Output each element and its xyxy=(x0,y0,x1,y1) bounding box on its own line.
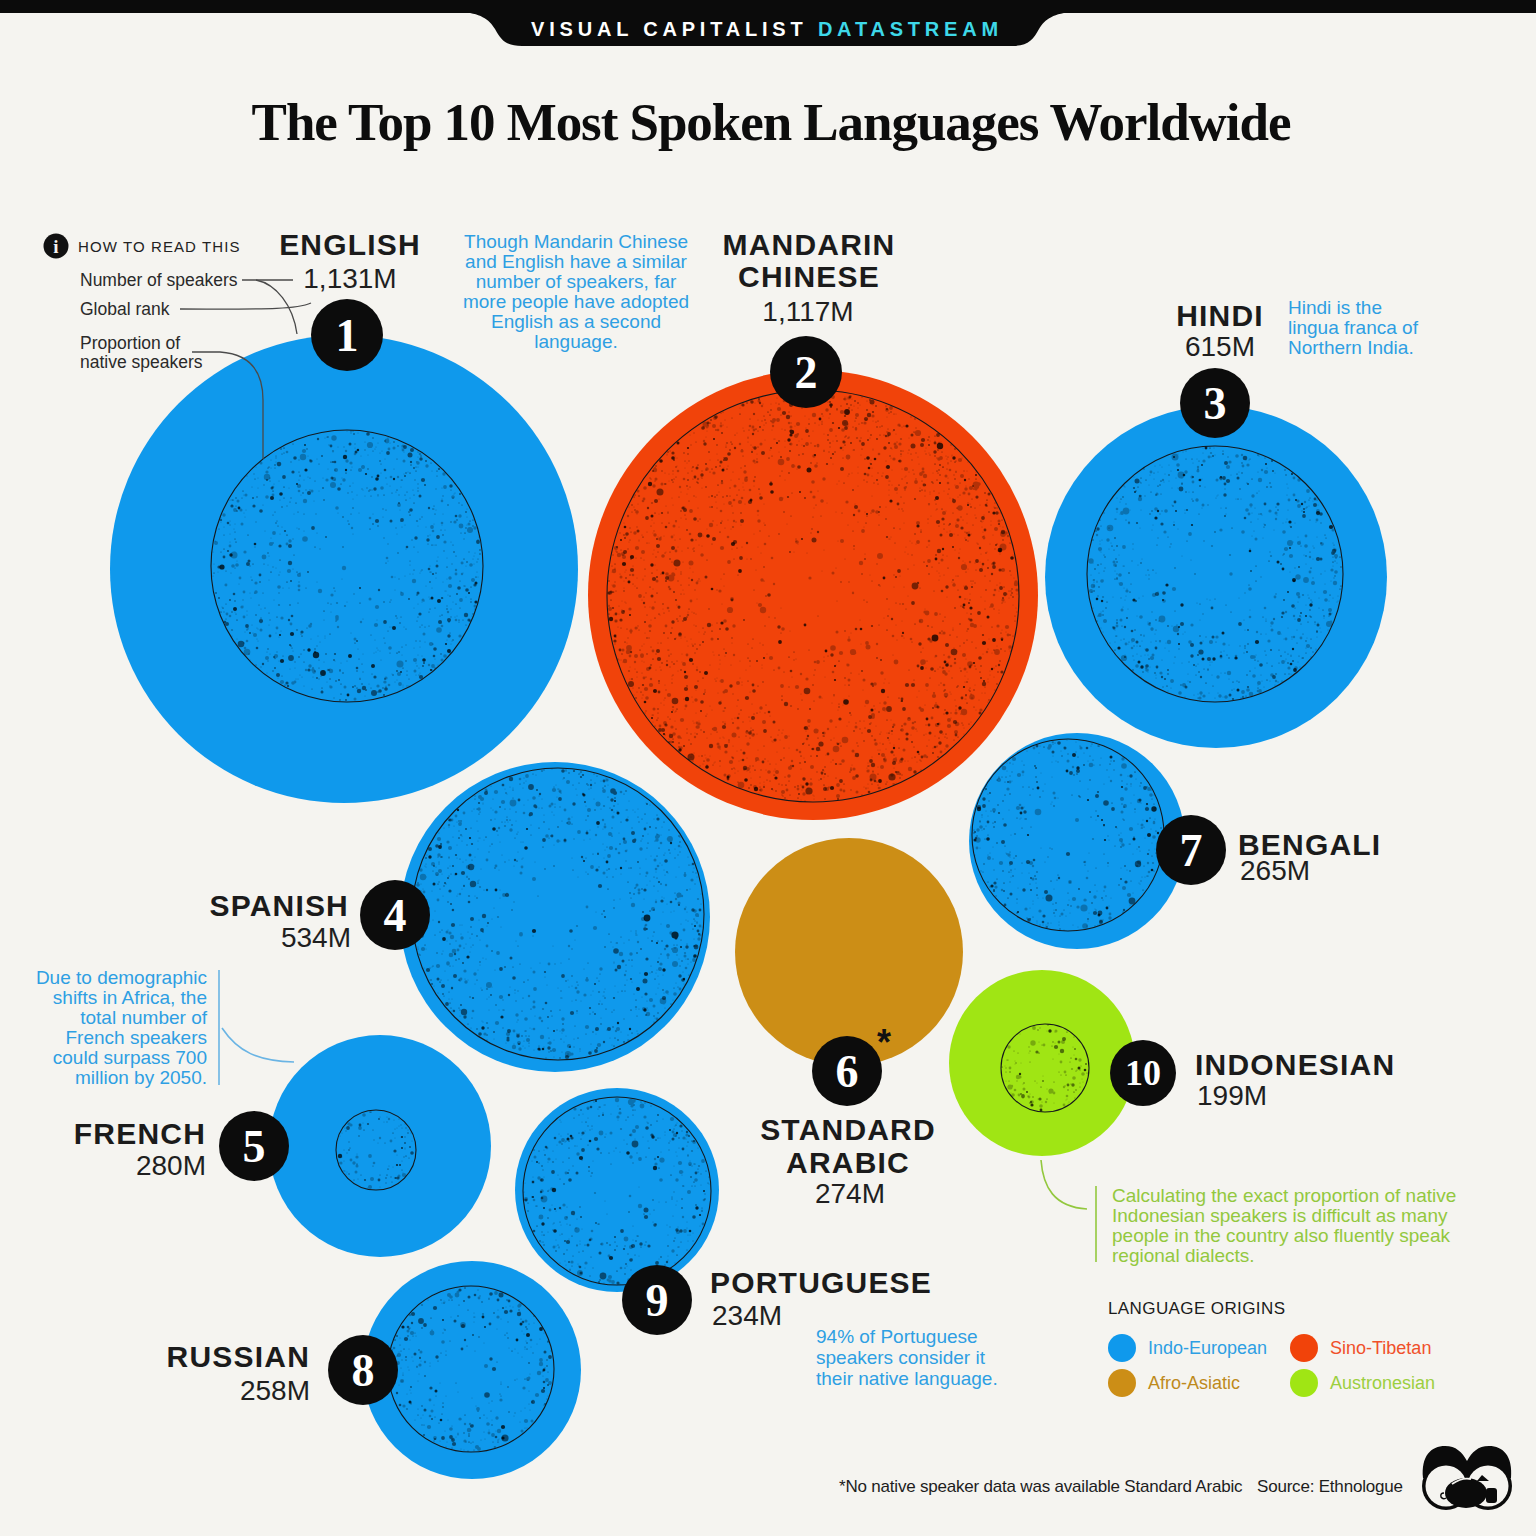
svg-text:i: i xyxy=(53,236,58,257)
